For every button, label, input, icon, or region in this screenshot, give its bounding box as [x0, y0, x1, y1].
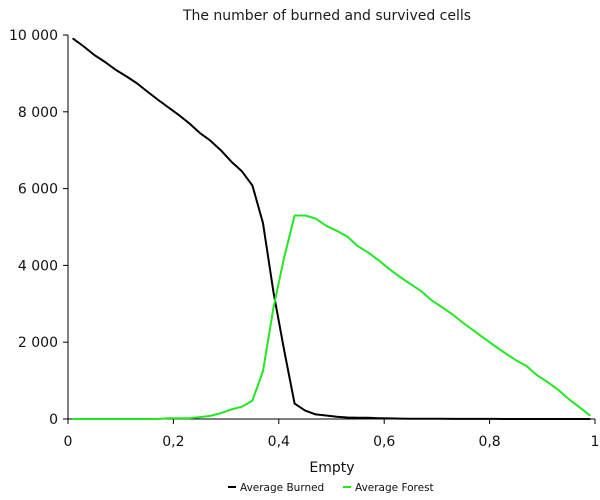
chart-title: The number of burned and survived cells	[182, 8, 471, 24]
x-tick-label: 0,4	[268, 434, 290, 450]
y-tick-label: 4 000	[18, 258, 58, 274]
y-tick-label: 8 000	[18, 105, 58, 121]
y-tick-label: 10 000	[9, 28, 58, 44]
y-tick-label: 2 000	[18, 335, 58, 351]
legend-label-average-forest: Average Forest	[355, 482, 434, 494]
x-axis-label: Empty	[309, 460, 354, 476]
x-tick-label: 0,8	[478, 434, 500, 450]
x-tick-label: 0,6	[373, 434, 395, 450]
series-layer	[72, 37, 591, 420]
x-tick-label: 0,2	[162, 434, 184, 450]
y-tick-label: 6 000	[18, 182, 58, 198]
x-tick-label: 0	[64, 434, 73, 450]
legend-label-average-burned: Average Burned	[240, 482, 324, 494]
y-tick-label: 0	[49, 412, 58, 428]
x-axis: 0 0,2 0,4 0,6 0,8 1	[64, 418, 600, 450]
y-axis: 0 2 000 4 000 6 000 8 000 10 000	[9, 28, 69, 428]
series-line-average-forest	[72, 214, 591, 420]
series-line-average-burned	[72, 37, 591, 420]
legend: Average Burned Average Forest	[228, 482, 434, 494]
x-tick-label: 1	[591, 434, 600, 450]
